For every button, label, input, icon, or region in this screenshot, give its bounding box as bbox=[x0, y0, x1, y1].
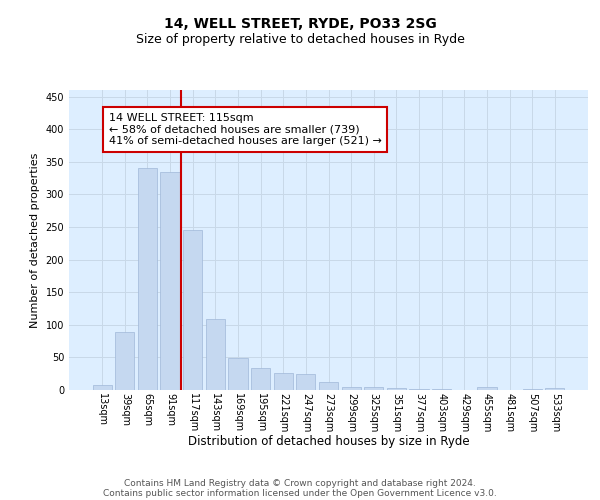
X-axis label: Distribution of detached houses by size in Ryde: Distribution of detached houses by size … bbox=[188, 435, 469, 448]
Text: Contains public sector information licensed under the Open Government Licence v3: Contains public sector information licen… bbox=[103, 488, 497, 498]
Bar bbox=[92, 386, 112, 390]
Bar bbox=[364, 388, 383, 390]
Bar bbox=[251, 368, 270, 390]
Bar bbox=[341, 386, 361, 390]
Bar bbox=[296, 374, 316, 390]
Bar bbox=[477, 388, 497, 390]
Bar bbox=[387, 388, 406, 390]
Bar bbox=[545, 388, 565, 390]
Text: Contains HM Land Registry data © Crown copyright and database right 2024.: Contains HM Land Registry data © Crown c… bbox=[124, 478, 476, 488]
Bar bbox=[160, 172, 180, 390]
Bar bbox=[409, 388, 428, 390]
Bar bbox=[138, 168, 157, 390]
Bar bbox=[274, 373, 293, 390]
Bar bbox=[229, 358, 248, 390]
Bar bbox=[319, 382, 338, 390]
Text: 14, WELL STREET, RYDE, PO33 2SG: 14, WELL STREET, RYDE, PO33 2SG bbox=[164, 18, 436, 32]
Text: Size of property relative to detached houses in Ryde: Size of property relative to detached ho… bbox=[136, 32, 464, 46]
Y-axis label: Number of detached properties: Number of detached properties bbox=[30, 152, 40, 328]
Bar bbox=[115, 332, 134, 390]
Bar bbox=[183, 230, 202, 390]
Text: 14 WELL STREET: 115sqm
← 58% of detached houses are smaller (739)
41% of semi-de: 14 WELL STREET: 115sqm ← 58% of detached… bbox=[109, 113, 382, 146]
Bar bbox=[206, 319, 225, 390]
